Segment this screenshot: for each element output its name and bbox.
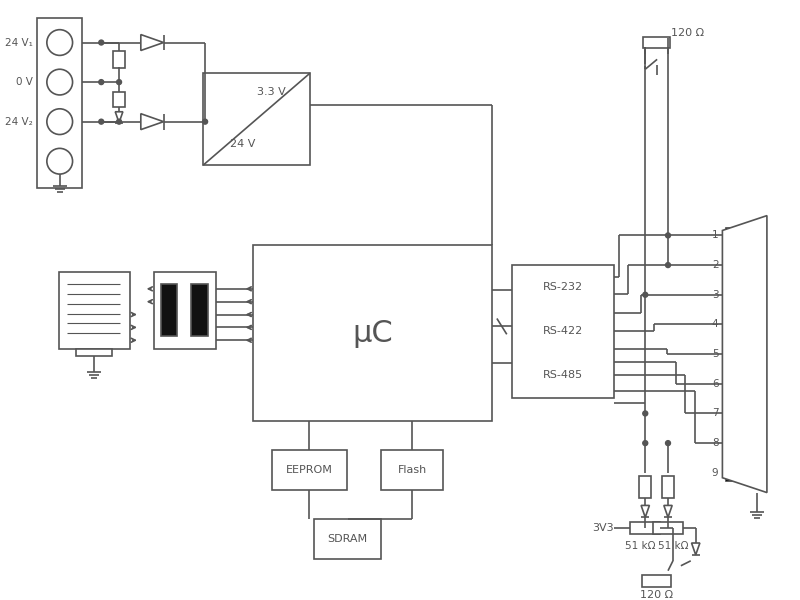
Text: 120 Ω: 120 Ω	[671, 28, 705, 38]
Text: 2: 2	[712, 260, 718, 270]
Text: 1: 1	[712, 230, 718, 241]
Bar	[726, 465, 741, 481]
Bar	[272, 450, 346, 490]
Text: RS-422: RS-422	[542, 326, 582, 337]
Circle shape	[666, 440, 670, 446]
Polygon shape	[115, 112, 123, 122]
Bar	[653, 522, 683, 534]
Text: 4: 4	[712, 319, 718, 329]
Circle shape	[47, 69, 73, 95]
Bar	[113, 92, 125, 107]
Bar	[726, 287, 741, 302]
Bar	[642, 575, 671, 587]
Circle shape	[98, 119, 104, 124]
Polygon shape	[141, 35, 163, 50]
Text: RS-485: RS-485	[542, 370, 582, 380]
Text: EEPROM: EEPROM	[286, 465, 333, 475]
Text: 0 V: 0 V	[16, 77, 33, 87]
Circle shape	[47, 148, 73, 174]
Bar	[113, 51, 125, 68]
Bar	[726, 376, 741, 392]
Circle shape	[666, 233, 670, 238]
Text: 9: 9	[712, 468, 718, 478]
Bar	[726, 227, 741, 244]
Polygon shape	[691, 543, 700, 555]
Bar	[639, 476, 651, 497]
Text: 3V3: 3V3	[592, 523, 614, 533]
Circle shape	[98, 80, 104, 85]
Circle shape	[47, 29, 73, 55]
Bar	[154, 272, 216, 349]
Text: Flash: Flash	[398, 465, 427, 475]
Circle shape	[117, 119, 122, 124]
Text: μC: μC	[352, 319, 393, 348]
Text: 5: 5	[712, 349, 718, 359]
Bar	[726, 346, 741, 362]
Text: 8: 8	[712, 438, 718, 448]
Bar	[314, 519, 381, 559]
Circle shape	[642, 411, 648, 416]
Bar	[58, 272, 130, 349]
Bar	[37, 18, 82, 188]
Bar	[191, 284, 208, 336]
Polygon shape	[664, 505, 672, 517]
Bar	[726, 406, 741, 421]
Text: 6: 6	[712, 379, 718, 389]
Bar	[662, 476, 674, 497]
Polygon shape	[141, 113, 163, 130]
Bar	[726, 317, 741, 332]
Text: 24 V₂: 24 V₂	[6, 116, 33, 127]
Polygon shape	[641, 505, 650, 517]
Text: RS-232: RS-232	[542, 282, 582, 292]
Bar	[512, 265, 614, 398]
Circle shape	[666, 263, 670, 268]
Text: 51 kΩ: 51 kΩ	[625, 541, 655, 551]
Circle shape	[98, 40, 104, 45]
Bar	[726, 257, 741, 273]
Circle shape	[202, 119, 207, 124]
Text: 24 V₁: 24 V₁	[5, 38, 33, 47]
Bar	[381, 450, 443, 490]
Circle shape	[642, 440, 648, 446]
Text: 120 Ω: 120 Ω	[640, 590, 673, 600]
Text: 7: 7	[712, 409, 718, 418]
Bar	[643, 37, 670, 48]
Circle shape	[642, 292, 648, 297]
Circle shape	[47, 109, 73, 134]
Circle shape	[117, 80, 122, 85]
Bar	[630, 522, 660, 534]
Bar	[161, 284, 178, 336]
Text: SDRAM: SDRAM	[327, 534, 368, 544]
Bar	[253, 245, 492, 421]
Text: 24 V: 24 V	[230, 139, 255, 149]
Bar	[75, 349, 112, 356]
Polygon shape	[722, 215, 767, 493]
Text: 3.3 V: 3.3 V	[257, 87, 286, 97]
Bar	[203, 73, 310, 165]
Text: 51 kΩ: 51 kΩ	[658, 541, 688, 551]
Bar	[726, 435, 741, 451]
Text: 3: 3	[712, 290, 718, 300]
